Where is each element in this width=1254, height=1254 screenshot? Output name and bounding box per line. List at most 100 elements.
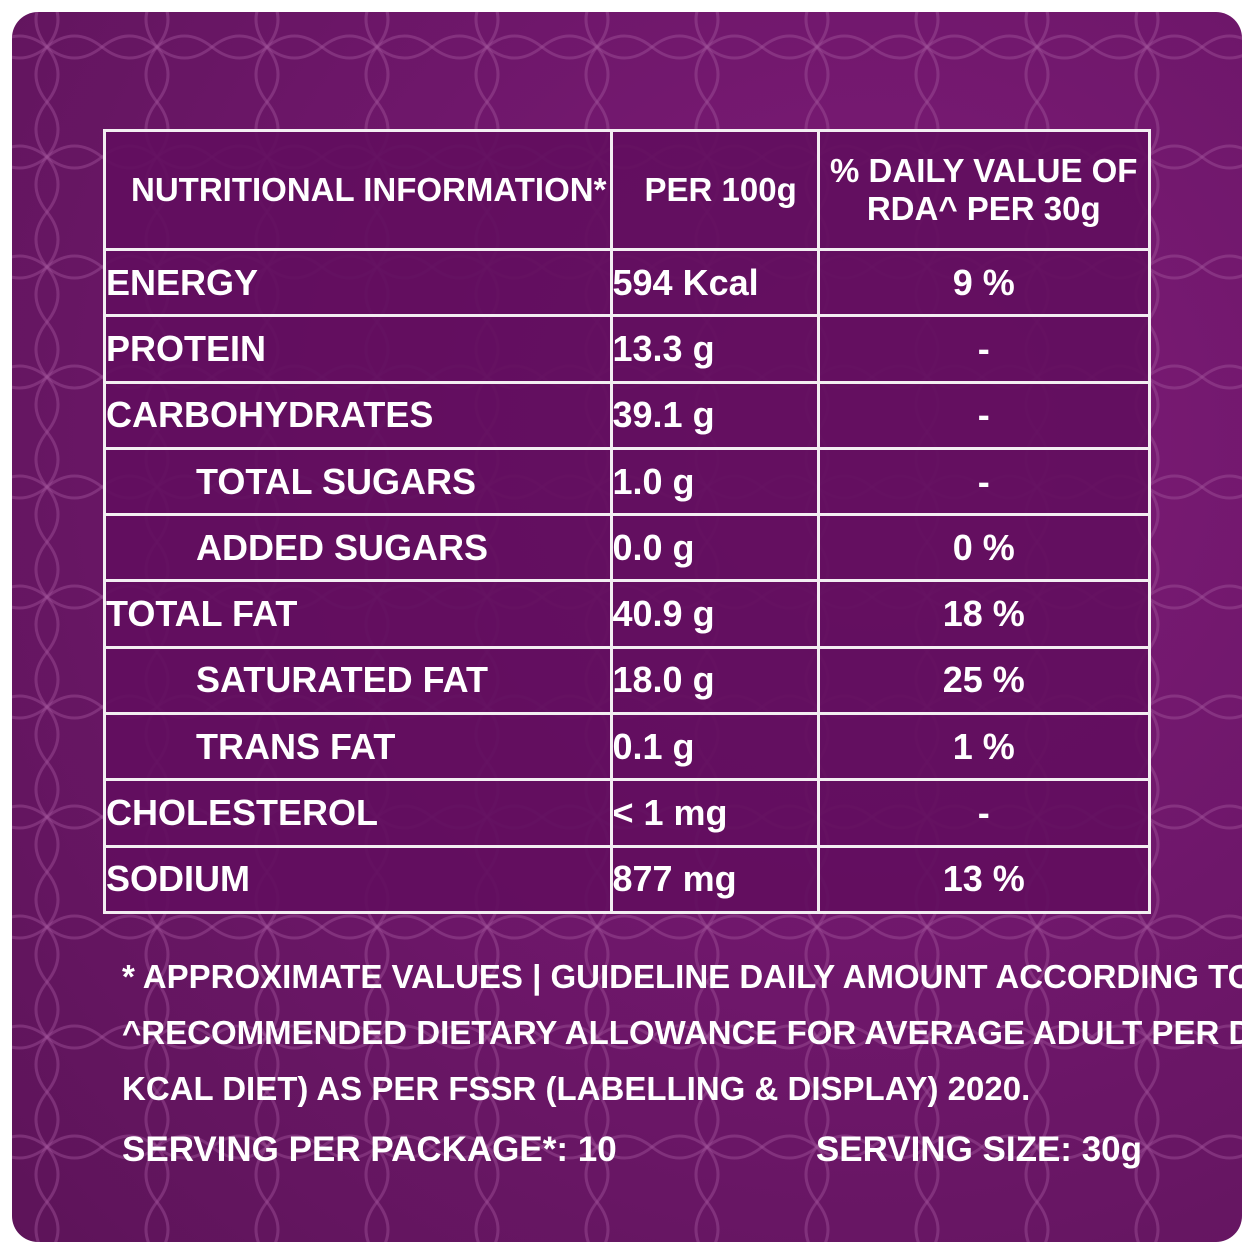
leaf-petal-icon — [34, 154, 60, 215]
leaf-petal-icon — [12, 364, 50, 390]
leaf-petal-icon — [694, 1089, 720, 1150]
daily-value: 1 % — [816, 712, 1148, 782]
leaf-petal-icon — [914, 44, 940, 105]
leaf-petal-icon — [34, 264, 60, 325]
leaf-petal-icon — [44, 254, 105, 280]
leaf-petal-icon — [1199, 804, 1242, 830]
leaf-petal-icon — [814, 34, 875, 60]
leaf-petal-icon — [1199, 914, 1242, 940]
leaf-petal-icon — [1199, 364, 1242, 390]
leaf-petal-icon — [694, 12, 720, 50]
leaf-petal-icon — [364, 44, 390, 105]
leaf-petal-icon — [694, 1199, 720, 1242]
table-row: TOTAL FAT 40.9 g 18 % — [106, 579, 1148, 649]
leaf-petal-icon — [264, 34, 325, 60]
leaf-petal-icon — [34, 99, 60, 160]
daily-value: 25 % — [816, 645, 1148, 716]
footnote-line-2: ^RECOMMENDED DIETARY ALLOWANCE FOR AVERA… — [122, 1014, 1242, 1051]
leaf-petal-icon — [429, 1134, 490, 1160]
header-daily-value-line2: RDA^ PER 30g — [866, 190, 1101, 227]
leaf-petal-icon — [254, 979, 280, 1040]
leaf-petal-icon — [869, 34, 930, 60]
daily-value: - — [816, 380, 1148, 450]
leaf-petal-icon — [1024, 1089, 1050, 1150]
leaf-petal-icon — [914, 1144, 940, 1205]
leaf-petal-icon — [34, 1034, 60, 1095]
per-100g-value: 877 mg — [609, 844, 820, 911]
leaf-petal-icon — [1199, 1134, 1242, 1160]
leaf-petal-icon — [319, 914, 380, 940]
leaf-petal-icon — [594, 914, 655, 940]
leaf-petal-icon — [1134, 924, 1160, 985]
leaf-petal-icon — [474, 924, 500, 985]
leaf-petal-icon — [649, 1134, 710, 1160]
leaf-petal-icon — [34, 484, 60, 545]
leaf-petal-icon — [1144, 804, 1205, 830]
leaf-petal-icon — [924, 1134, 985, 1160]
per-100g-value: 39.1 g — [609, 380, 820, 450]
leaf-petal-icon — [584, 1034, 610, 1095]
leaf-petal-icon — [584, 44, 610, 105]
leaf-petal-icon — [374, 34, 435, 60]
leaf-petal-icon — [34, 374, 60, 435]
serving-per-package: SERVING PER PACKAGE*: 10 — [122, 1130, 617, 1169]
leaf-petal-icon — [319, 1134, 380, 1160]
leaf-petal-icon — [584, 1199, 610, 1242]
leaf-petal-icon — [44, 1134, 105, 1160]
leaf-petal-icon — [254, 1034, 280, 1095]
leaf-petal-icon — [1144, 474, 1205, 500]
leaf-petal-icon — [1144, 364, 1205, 390]
leaf-petal-icon — [869, 1024, 930, 1050]
leaf-petal-icon — [1034, 1134, 1095, 1160]
leaf-petal-icon — [804, 12, 830, 50]
leaf-petal-icon — [804, 1089, 830, 1150]
leaf-petal-icon — [144, 924, 170, 985]
leaf-petal-icon — [1024, 1034, 1050, 1095]
leaf-petal-icon — [694, 44, 720, 105]
leaf-petal-icon — [144, 1089, 170, 1150]
daily-value: 0 % — [816, 513, 1148, 583]
leaf-petal-icon — [364, 1089, 390, 1150]
leaf-petal-icon — [12, 914, 50, 940]
daily-value: - — [816, 446, 1148, 517]
leaf-petal-icon — [44, 584, 105, 610]
leaf-petal-icon — [539, 34, 600, 60]
leaf-petal-icon — [12, 584, 50, 610]
leaf-petal-icon — [34, 594, 60, 655]
footnote-line-1: * APPROXIMATE VALUES | GUIDELINE DAILY A… — [122, 958, 1242, 995]
leaf-petal-icon — [34, 1089, 60, 1150]
leaf-petal-icon — [154, 1134, 215, 1160]
leaf-petal-icon — [364, 1199, 390, 1242]
leaf-petal-icon — [1024, 1144, 1050, 1205]
leaf-petal-icon — [924, 34, 985, 60]
leaf-petal-icon — [1144, 694, 1205, 720]
leaf-petal-icon — [209, 34, 270, 60]
leaf-petal-icon — [759, 34, 820, 60]
leaf-petal-icon — [914, 979, 940, 1040]
leaf-petal-icon — [704, 914, 765, 940]
leaf-petal-icon — [1089, 1024, 1150, 1050]
per-100g-value: 13.3 g — [609, 314, 820, 384]
leaf-petal-icon — [914, 924, 940, 985]
leaf-petal-icon — [1134, 1144, 1160, 1205]
leaf-petal-icon — [1199, 34, 1242, 60]
leaf-petal-icon — [12, 694, 50, 720]
leaf-petal-icon — [474, 44, 500, 105]
leaf-petal-icon — [1144, 144, 1205, 170]
leaf-petal-icon — [144, 1034, 170, 1095]
leaf-petal-icon — [979, 1134, 1040, 1160]
leaf-petal-icon — [34, 319, 60, 380]
leaf-petal-icon — [869, 914, 930, 940]
leaf-petal-icon — [914, 1034, 940, 1095]
table-row: PROTEIN 13.3 g- — [106, 314, 1148, 384]
leaf-petal-icon — [649, 34, 710, 60]
leaf-petal-icon — [1134, 44, 1160, 105]
leaf-petal-icon — [1199, 474, 1242, 500]
leaf-petal-icon — [1034, 34, 1095, 60]
leaf-petal-icon — [804, 979, 830, 1040]
leaf-petal-icon — [584, 924, 610, 985]
leaf-petal-icon — [804, 44, 830, 105]
leaf-petal-icon — [34, 1199, 60, 1242]
leaf-petal-icon — [44, 474, 105, 500]
leaf-petal-icon — [1144, 914, 1205, 940]
